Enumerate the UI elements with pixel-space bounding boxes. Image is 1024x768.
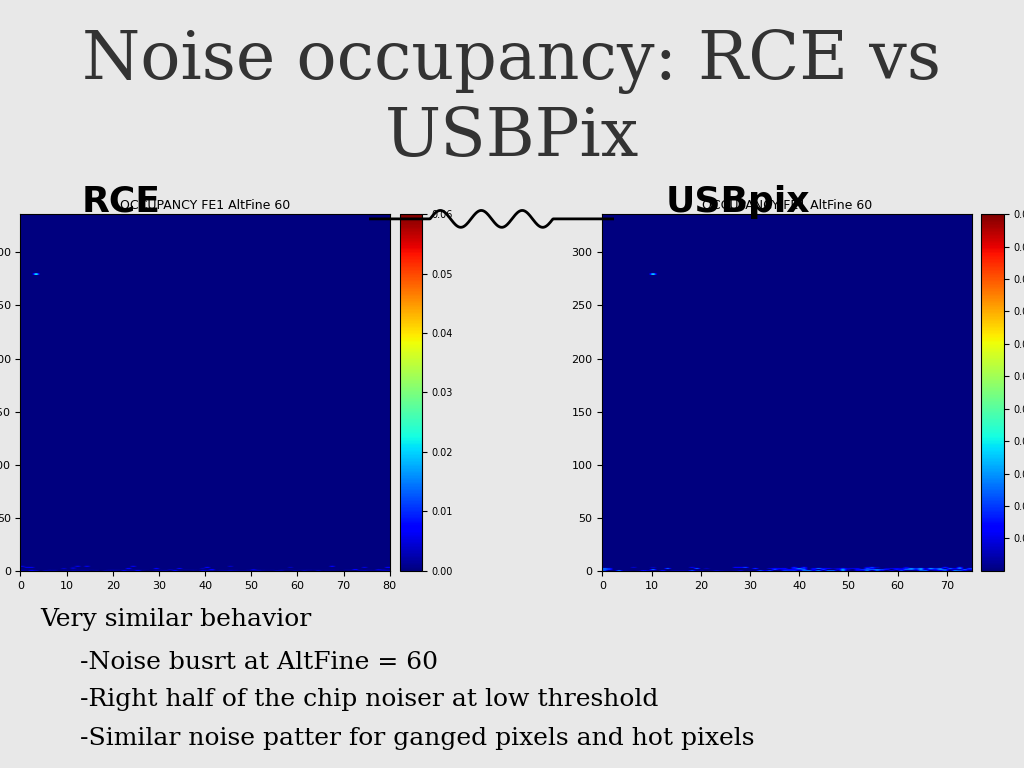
Text: -Noise busrt at AltFine = 60: -Noise busrt at AltFine = 60: [40, 650, 438, 674]
Text: -Right half of the chip noiser at low threshold: -Right half of the chip noiser at low th…: [40, 688, 658, 711]
Text: USBpix: USBpix: [666, 185, 810, 219]
Text: Very similar behavior: Very similar behavior: [40, 608, 311, 631]
Title: OCCUPANCY FE1 AltFine 60: OCCUPANCY FE1 AltFine 60: [701, 199, 872, 211]
Text: -Similar noise patter for ganged pixels and hot pixels: -Similar noise patter for ganged pixels …: [40, 727, 755, 750]
Text: Noise occupancy: RCE vs
USBPix: Noise occupancy: RCE vs USBPix: [83, 29, 941, 170]
Text: RCE: RCE: [82, 185, 161, 219]
Title: OCCUPANCY FE1 AltFine 60: OCCUPANCY FE1 AltFine 60: [120, 199, 290, 211]
